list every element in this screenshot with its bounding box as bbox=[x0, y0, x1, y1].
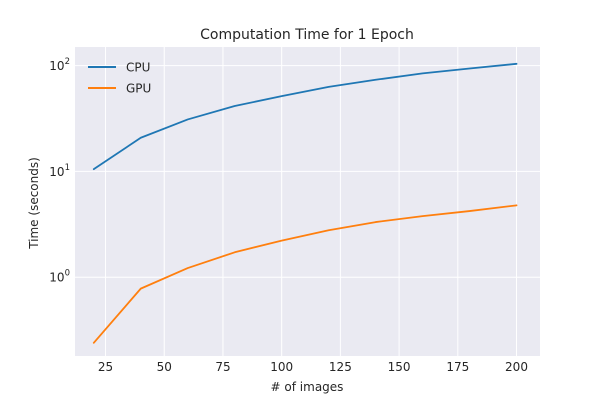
legend: CPU GPU bbox=[88, 61, 151, 96]
y-tick-label: 101 bbox=[49, 163, 70, 179]
x-tick-label: 100 bbox=[270, 360, 293, 374]
series-lines bbox=[92, 62, 518, 344]
x-tick-label: 50 bbox=[157, 360, 172, 374]
x-tick-label: 25 bbox=[98, 360, 113, 374]
x-tick-label: 200 bbox=[505, 360, 528, 374]
y-tick-label: 100 bbox=[49, 269, 70, 285]
y-tick-label: 102 bbox=[49, 57, 70, 73]
legend-label-cpu: CPU bbox=[126, 61, 150, 75]
y-axis-label: Time (seconds) bbox=[27, 157, 41, 250]
gridlines bbox=[75, 47, 540, 356]
x-tick-label: 175 bbox=[446, 360, 469, 374]
legend-label-gpu: GPU bbox=[126, 82, 151, 96]
x-tick-labels: 25 50 75 100 125 150 175 200 bbox=[98, 360, 528, 374]
x-tick-label: 125 bbox=[329, 360, 352, 374]
x-axis-label: # of images bbox=[271, 380, 344, 394]
x-tick-label: 75 bbox=[215, 360, 230, 374]
plot-area bbox=[75, 47, 540, 356]
y-tick-labels: 100 101 102 bbox=[49, 57, 70, 285]
series-line-gpu bbox=[92, 204, 518, 344]
chart-title: Computation Time for 1 Epoch bbox=[200, 27, 414, 43]
x-tick-label: 150 bbox=[388, 360, 411, 374]
series-line-cpu bbox=[92, 62, 518, 171]
